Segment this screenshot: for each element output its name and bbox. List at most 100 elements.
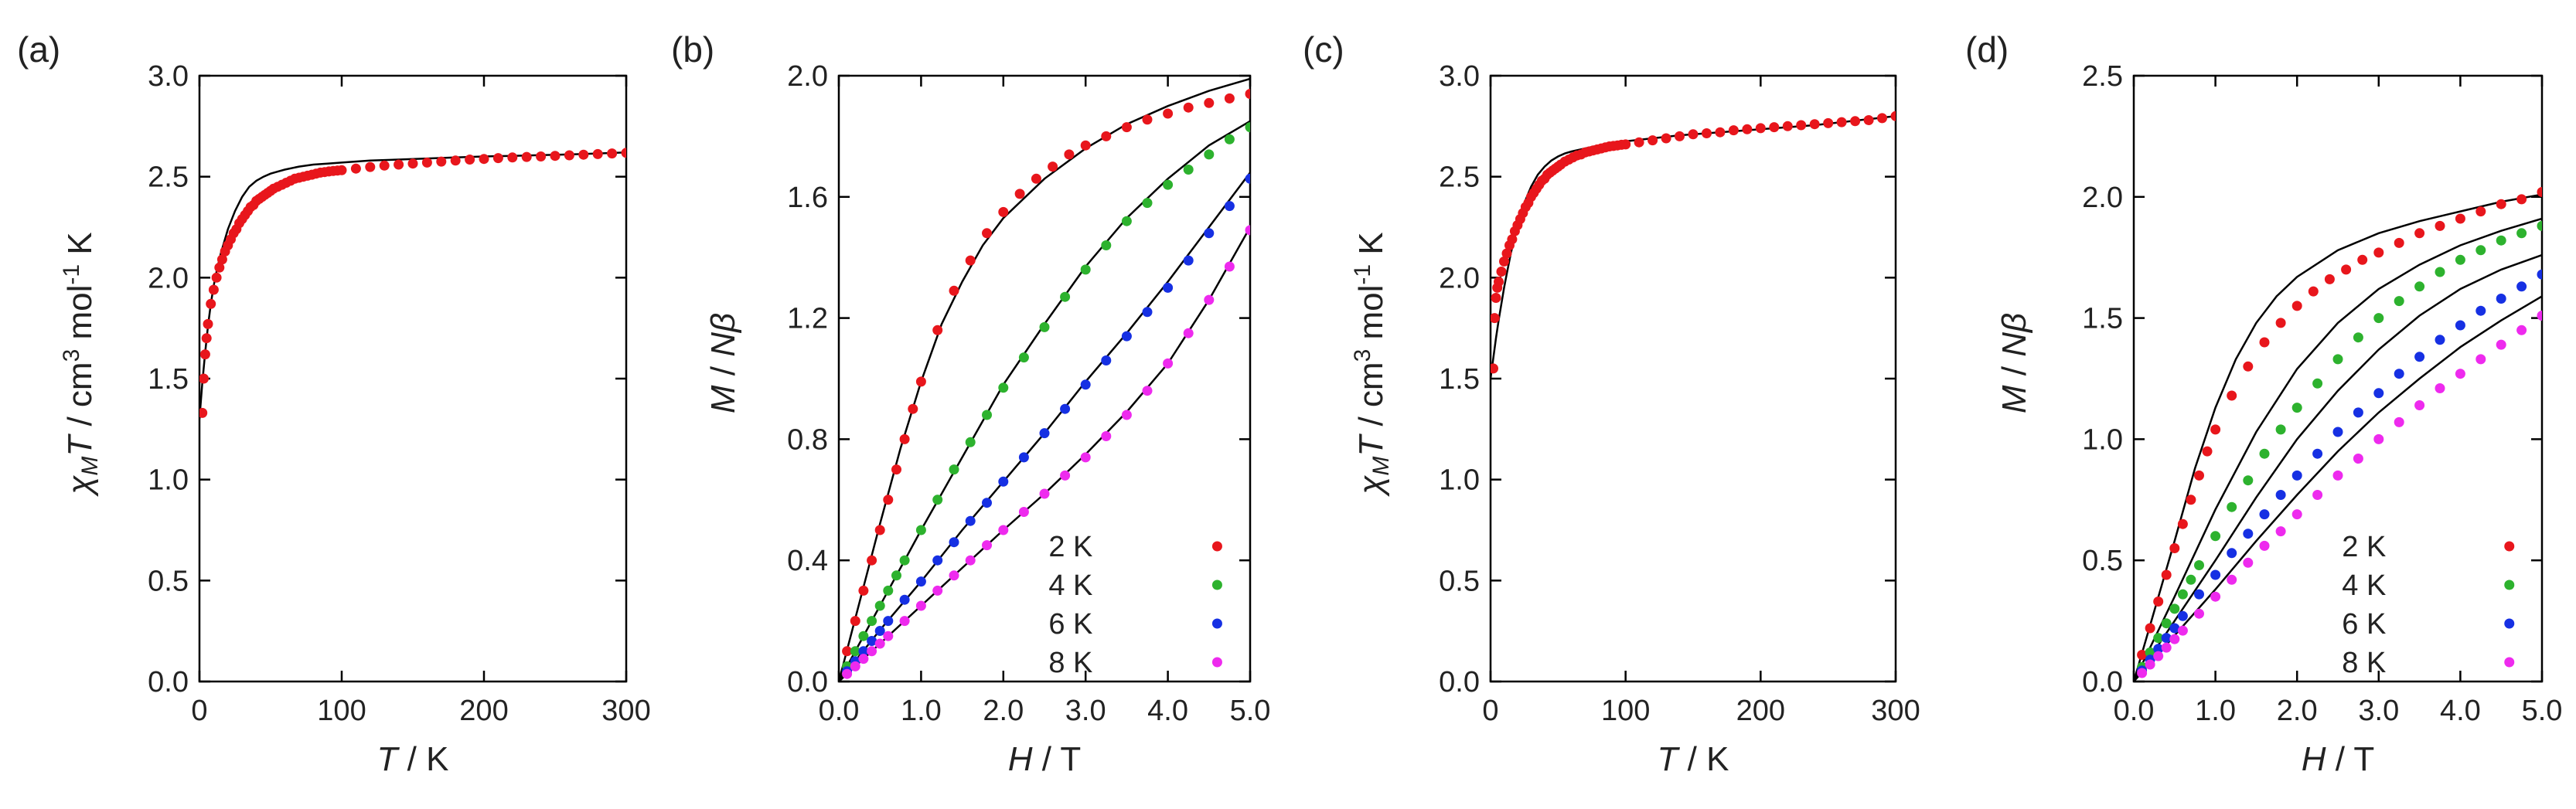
data-point bbox=[2516, 194, 2527, 205]
data-point bbox=[1823, 117, 1834, 128]
panel-label: (a) bbox=[17, 29, 60, 70]
data-point bbox=[858, 585, 869, 596]
data-point bbox=[2259, 337, 2270, 348]
y-tick-label: 1.0 bbox=[2082, 423, 2123, 456]
data-point bbox=[2394, 237, 2404, 248]
data-point bbox=[2227, 501, 2237, 512]
data-point bbox=[867, 616, 877, 627]
data-point bbox=[867, 636, 877, 646]
data-point bbox=[867, 646, 877, 657]
data-point bbox=[2243, 361, 2254, 372]
data-point bbox=[932, 555, 943, 566]
data-point bbox=[2153, 597, 2164, 607]
data-point bbox=[2177, 610, 2188, 621]
data-point bbox=[883, 616, 894, 627]
data-point bbox=[1501, 248, 1512, 259]
y-tick-label: 2.0 bbox=[148, 262, 189, 294]
data-point bbox=[2475, 206, 2486, 217]
x-axis-unit: / T bbox=[2326, 740, 2375, 778]
data-point bbox=[949, 285, 959, 296]
x-axis-label: T / K bbox=[1658, 740, 1729, 778]
y-tick-label: 3.0 bbox=[148, 60, 189, 93]
data-point bbox=[2414, 400, 2425, 410]
data-point bbox=[1661, 133, 1671, 144]
data-point bbox=[206, 298, 216, 309]
y-tick-label: 0.0 bbox=[2082, 666, 2123, 699]
data-point bbox=[1688, 129, 1699, 140]
x-axis-label: H / T bbox=[1008, 740, 1082, 778]
data-point bbox=[450, 155, 461, 166]
data-point bbox=[1796, 120, 1807, 131]
data-point bbox=[915, 376, 926, 387]
y-axis-label: χMT / cm3 mol-1 K bbox=[59, 232, 103, 497]
data-point bbox=[1809, 119, 1820, 130]
data-point bbox=[350, 163, 361, 174]
x-axis-unit: / K bbox=[397, 740, 448, 778]
data-point bbox=[2275, 424, 2286, 435]
data-point bbox=[1080, 452, 1091, 463]
data-point bbox=[2353, 454, 2363, 464]
data-point bbox=[365, 161, 376, 172]
data-point bbox=[1782, 121, 1793, 131]
data-point bbox=[883, 495, 894, 505]
data-point bbox=[2153, 644, 2164, 654]
x-tick-label: 300 bbox=[1871, 695, 1920, 727]
data-point bbox=[2186, 495, 2196, 505]
data-point bbox=[965, 555, 976, 566]
data-point bbox=[436, 156, 447, 167]
data-point bbox=[1742, 124, 1753, 134]
data-point bbox=[2455, 369, 2465, 379]
data-point bbox=[199, 407, 208, 418]
x-tick-label: 300 bbox=[601, 695, 650, 727]
data-point bbox=[2145, 659, 2155, 670]
y-tick-label: 2.5 bbox=[1439, 161, 1480, 194]
data-point bbox=[1634, 137, 1644, 148]
data-point bbox=[2332, 470, 2343, 481]
data-point bbox=[858, 631, 869, 641]
data-point bbox=[1245, 89, 1250, 99]
data-point bbox=[1101, 431, 1112, 441]
y-tick-label: 3.0 bbox=[1439, 60, 1480, 93]
data-point bbox=[891, 464, 901, 475]
data-point bbox=[915, 600, 926, 611]
data-point bbox=[2496, 235, 2506, 246]
data-point bbox=[1018, 507, 1029, 517]
fit-line bbox=[2134, 295, 2542, 682]
x-tick-label: 3.0 bbox=[2358, 695, 2399, 727]
data-point bbox=[1101, 355, 1112, 365]
data-point bbox=[982, 498, 992, 508]
data-point bbox=[1039, 428, 1050, 439]
data-point bbox=[2275, 526, 2286, 537]
y-tick-label: 0.5 bbox=[148, 565, 189, 597]
data-point bbox=[2341, 264, 2352, 275]
data-point bbox=[2145, 647, 2155, 658]
x-axis-variable: T bbox=[1658, 740, 1681, 778]
x-tick-label: 4.0 bbox=[2440, 695, 2481, 727]
data-point bbox=[2353, 407, 2363, 418]
data-point bbox=[1163, 108, 1174, 119]
data-point bbox=[2259, 509, 2270, 520]
data-point bbox=[899, 594, 910, 605]
y-axis-superscript: 3 bbox=[59, 349, 84, 362]
data-point bbox=[203, 318, 213, 329]
data-point bbox=[867, 555, 877, 566]
y-axis-unit-mol: mol bbox=[61, 285, 99, 349]
data-point bbox=[2455, 320, 2465, 331]
legend-label: 6 K bbox=[2342, 608, 2386, 641]
legend-label: 2 K bbox=[2342, 531, 2386, 563]
x-axis-variable: T bbox=[377, 740, 400, 778]
plot-area bbox=[199, 148, 626, 420]
x-tick-label: 2.0 bbox=[2277, 695, 2318, 727]
data-point bbox=[1183, 255, 1194, 266]
y-axis-M: M bbox=[704, 385, 742, 413]
plot-area bbox=[1491, 110, 1896, 379]
data-point bbox=[394, 159, 404, 170]
y-tick-label: 0.0 bbox=[787, 666, 828, 699]
data-point bbox=[564, 150, 574, 161]
data-point bbox=[1080, 140, 1091, 151]
data-point bbox=[2373, 247, 2384, 258]
data-point bbox=[578, 149, 589, 160]
data-point bbox=[842, 646, 853, 657]
data-point bbox=[2394, 369, 2404, 379]
data-point bbox=[1491, 313, 1500, 324]
